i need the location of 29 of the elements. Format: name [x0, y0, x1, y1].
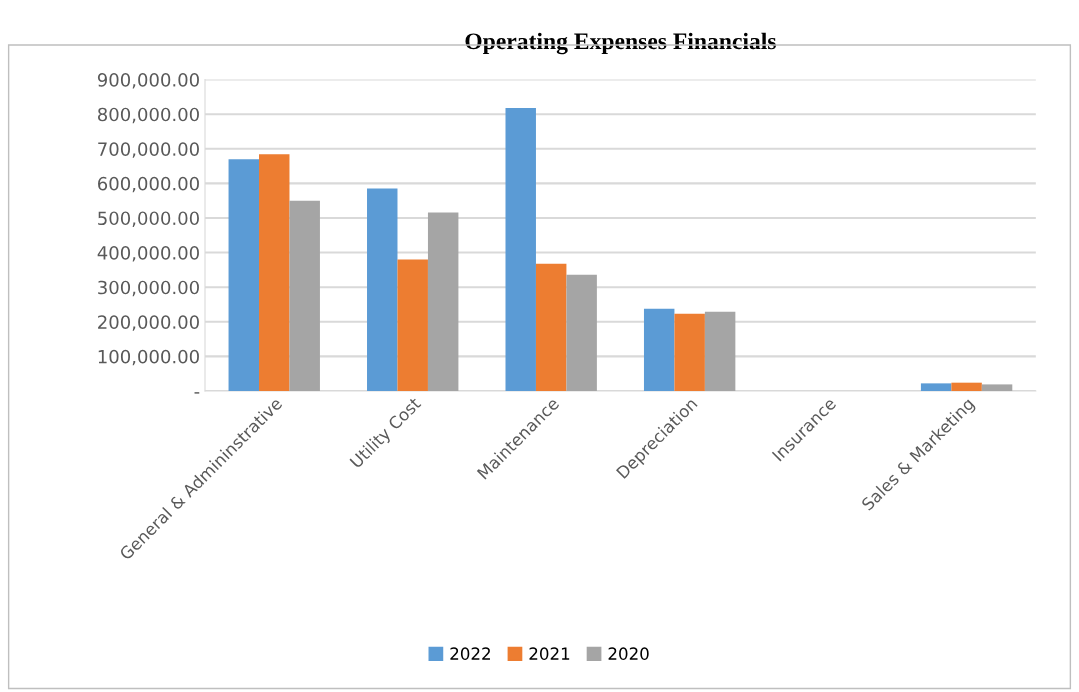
bar [951, 382, 982, 391]
legend-label: 2022 [450, 647, 490, 660]
bar [397, 259, 428, 391]
bar [981, 384, 1013, 391]
y-tick-label: 900,000.00 [97, 73, 199, 89]
bar [704, 311, 736, 391]
y-tick-label: 500,000.00 [98, 211, 199, 227]
bar [920, 383, 952, 391]
y-tick-label: 800,000.00 [97, 107, 199, 124]
y-tick-label: 600,000.00 [98, 176, 199, 193]
bar [505, 107, 536, 391]
y-tick-label: 400,000.00 [97, 246, 199, 262]
legend-label: 2020 [608, 647, 649, 660]
bar [289, 200, 320, 391]
bar [566, 274, 597, 391]
bar [674, 313, 705, 391]
bar [367, 188, 398, 391]
bar [535, 263, 567, 391]
legend-label: 2021 [529, 647, 570, 660]
y-tick-label: 700,000.00 [98, 142, 199, 158]
y-tick-label: 200,000.00 [98, 315, 199, 331]
chart-title: Operating Expenses Financials [465, 32, 776, 55]
bar [228, 159, 260, 391]
y-tick-label: - [194, 392, 200, 394]
bar [259, 154, 290, 391]
bar [427, 212, 459, 391]
y-tick-label: 100,000.00 [98, 349, 199, 366]
bar [643, 308, 675, 391]
y-tick-label: 300,000.00 [98, 280, 199, 297]
